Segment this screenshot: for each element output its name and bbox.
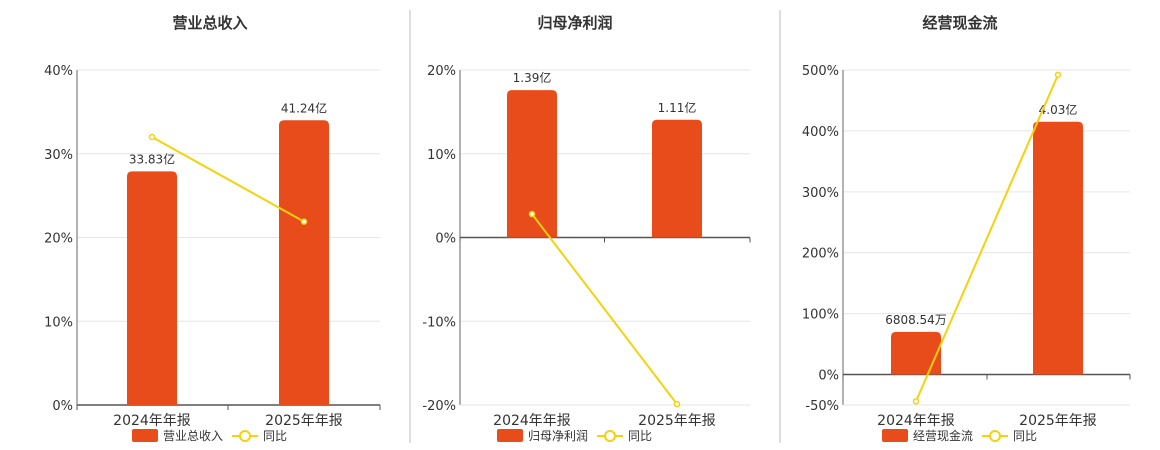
y-tick-label: 20% bbox=[44, 232, 73, 247]
bar-value-label: 4.03亿 bbox=[1039, 102, 1078, 117]
legend-bar-label: 营业总收入 bbox=[163, 429, 223, 443]
legend: 归母净利润 同比 bbox=[497, 429, 652, 443]
yoy-point bbox=[1054, 71, 1062, 79]
yoy-point bbox=[148, 133, 156, 141]
bar bbox=[279, 120, 329, 405]
y-tick-label: 100% bbox=[802, 308, 839, 323]
legend-line-marker bbox=[604, 430, 616, 442]
legend-bar-label: 归母净利润 bbox=[528, 429, 588, 443]
y-tick-label: 500% bbox=[802, 64, 839, 79]
y-tick-label: -50% bbox=[805, 399, 839, 414]
y-tick-label: 300% bbox=[802, 186, 839, 201]
chart-title: 归母净利润 bbox=[537, 14, 612, 32]
legend-bar-swatch bbox=[132, 429, 158, 442]
legend-line-label: 同比 bbox=[1013, 429, 1037, 443]
legend-line-marker bbox=[239, 430, 251, 442]
legend-bar-swatch bbox=[882, 429, 908, 442]
chart-panel-1: 营业总收入 0% 10% 20% 30% 40% 33.83亿 41.24亿 2024年年报 20… bbox=[44, 14, 381, 443]
yoy-point bbox=[300, 218, 308, 225]
bar bbox=[507, 90, 557, 238]
y-tick-label: 10% bbox=[427, 148, 456, 163]
yoy-line bbox=[531, 213, 678, 405]
yoy-point bbox=[912, 398, 920, 405]
chart-panel-3: 经营现金流 -50% 0% 100% 200% 300% 400% 500% 6808.54万 4… bbox=[802, 14, 1131, 443]
bar bbox=[652, 119, 702, 238]
y-tick-label: 40% bbox=[44, 64, 73, 79]
x-category-label: 2025年年报 bbox=[1019, 413, 1097, 429]
yoy-line bbox=[151, 136, 305, 223]
legend: 营业总收入 同比 bbox=[132, 429, 287, 443]
y-tick-label: 0% bbox=[818, 369, 839, 384]
y-tick-label: -20% bbox=[422, 399, 456, 414]
bar-value-label: 1.11亿 bbox=[658, 100, 697, 115]
y-tick-label: 200% bbox=[802, 247, 839, 262]
legend-bar-swatch bbox=[497, 429, 523, 442]
bar bbox=[127, 171, 177, 405]
bar-value-label: 6808.54万 bbox=[885, 313, 947, 327]
legend-line-label: 同比 bbox=[263, 429, 287, 443]
x-category-label: 2024年年报 bbox=[493, 413, 571, 429]
x-category-label: 2025年年报 bbox=[638, 413, 716, 429]
chart-panel-2: 归母净利润 -20% -10% 0% 10% 20% 1.39亿 1.11亿 2024年年报 20… bbox=[422, 14, 751, 443]
legend-line-label: 同比 bbox=[628, 429, 652, 443]
y-tick-label: 400% bbox=[802, 125, 839, 140]
legend: 经营现金流 同比 bbox=[882, 428, 1037, 443]
bar-value-label: 41.24亿 bbox=[281, 100, 327, 115]
legend-bar-label: 经营现金流 bbox=[913, 428, 973, 443]
yoy-line bbox=[915, 74, 1059, 402]
x-category-label: 2024年年报 bbox=[877, 413, 955, 429]
x-category-label: 2025年年报 bbox=[265, 413, 343, 429]
yoy-point bbox=[673, 400, 681, 408]
chart-title: 营业总收入 bbox=[172, 14, 247, 32]
y-tick-label: -10% bbox=[422, 315, 456, 330]
chart-title: 经营现金流 bbox=[922, 14, 997, 32]
y-tick-label: 0% bbox=[435, 232, 456, 247]
yoy-point bbox=[528, 210, 536, 218]
bar bbox=[1033, 121, 1083, 375]
bar-value-label: 1.39亿 bbox=[513, 70, 552, 85]
bar bbox=[891, 331, 941, 375]
y-tick-label: 10% bbox=[44, 315, 73, 330]
y-tick-label: 0% bbox=[52, 399, 73, 414]
x-category-label: 2024年年报 bbox=[113, 413, 191, 429]
legend-line-marker bbox=[989, 430, 1001, 442]
y-tick-label: 30% bbox=[44, 148, 73, 163]
bar-value-label: 33.83亿 bbox=[129, 151, 175, 166]
y-tick-label: 20% bbox=[427, 64, 456, 79]
